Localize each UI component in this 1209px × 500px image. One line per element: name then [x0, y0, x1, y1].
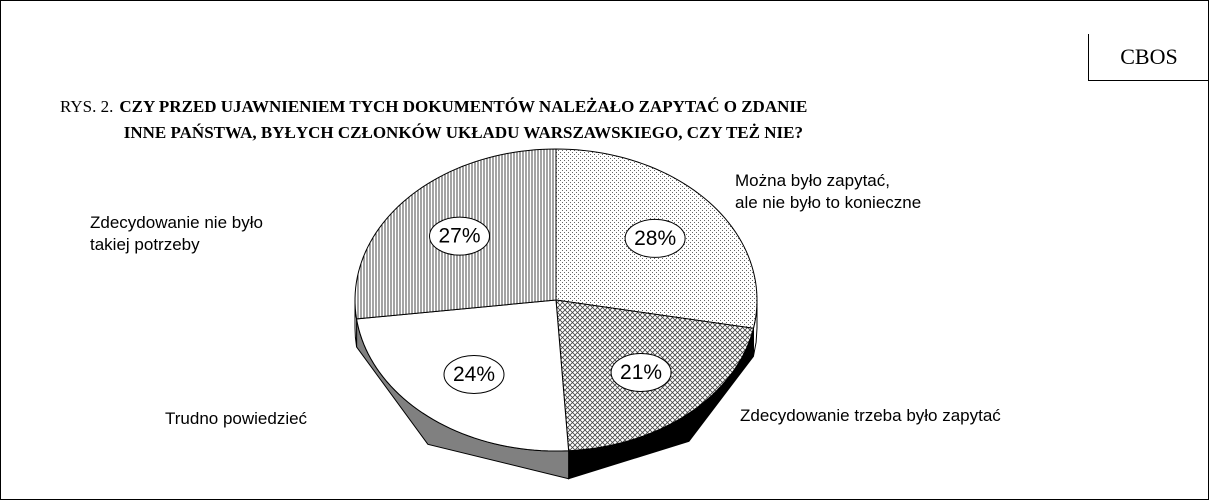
- category-label: Zdecydowanie trzeba było zapytać: [740, 406, 1001, 425]
- value-label: 28%: [634, 227, 676, 250]
- chart-title: CZY PRZED UJAWNIENIEM TYCH DOKUMENTÓW NA…: [119, 97, 808, 142]
- value-label: 24%: [453, 363, 495, 386]
- category-label: Trudno powiedzieć: [165, 409, 308, 428]
- value-label: 27%: [438, 225, 480, 248]
- category-label: Zdecydowanie nie było takiej potrzeby: [90, 213, 263, 254]
- title-block: RYS. 2. CZY PRZED UJAWNIENIEM TYCH DOKUME…: [60, 94, 1160, 146]
- category-label: Można było zapytać, ale nie było to koni…: [735, 171, 922, 212]
- value-label-bubble: [624, 218, 686, 258]
- value-label-bubble: [443, 354, 505, 394]
- value-label: 21%: [620, 361, 662, 384]
- source: CBOS: [1088, 34, 1209, 81]
- title-prefix: RYS. 2.: [60, 97, 114, 116]
- value-label-bubble: [610, 352, 672, 392]
- value-label-bubble: [429, 216, 491, 256]
